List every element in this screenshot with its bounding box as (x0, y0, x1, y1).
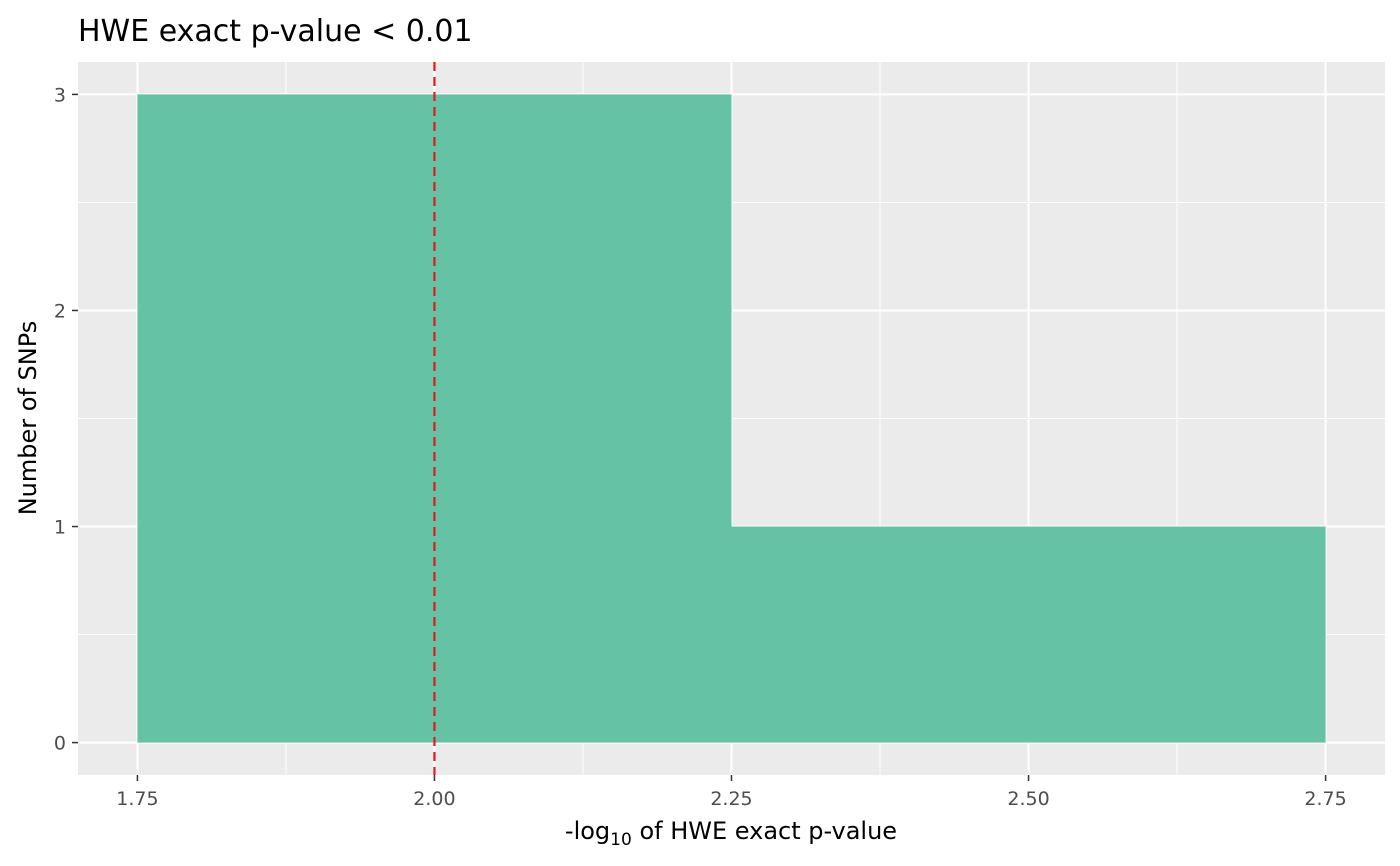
y-tick-label: 2 (54, 300, 66, 322)
x-tick-label: 2.25 (710, 788, 752, 810)
y-axis: 0 1 2 3 (54, 84, 78, 755)
x-tick-label: 2.00 (413, 788, 455, 810)
x-tick-label: 1.75 (116, 788, 158, 810)
y-tick-label: 3 (54, 84, 66, 106)
y-tick-label: 0 (54, 733, 66, 755)
histogram-bar (731, 526, 1326, 743)
histogram-bar (137, 94, 732, 743)
x-tick-label: 2.50 (1007, 788, 1049, 810)
x-tick-label: 2.75 (1304, 788, 1346, 810)
chart-title: HWE exact p-value < 0.01 (78, 14, 473, 49)
x-axis: 1.75 2.00 2.25 2.50 2.75 (116, 775, 1347, 810)
x-axis-title: -log10 of HWE exact p-value (565, 817, 897, 850)
y-axis-title: Number of SNPs (14, 321, 42, 516)
y-tick-label: 1 (54, 517, 66, 539)
